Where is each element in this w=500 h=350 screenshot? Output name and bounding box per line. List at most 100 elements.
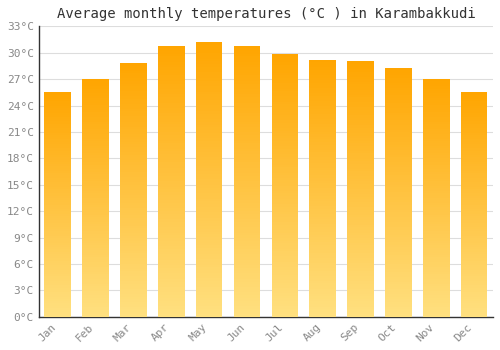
Bar xyxy=(348,204,374,207)
Bar xyxy=(196,89,222,92)
Bar xyxy=(196,245,222,248)
Bar xyxy=(461,153,487,155)
Bar xyxy=(158,59,184,62)
Bar xyxy=(423,96,450,98)
Bar xyxy=(310,98,336,101)
Bar xyxy=(120,190,146,192)
Bar xyxy=(385,92,411,95)
Bar xyxy=(272,246,298,248)
Bar xyxy=(272,257,298,259)
Bar xyxy=(196,78,222,80)
Bar xyxy=(234,65,260,67)
Bar xyxy=(461,220,487,223)
Bar xyxy=(158,262,184,265)
Bar xyxy=(82,274,109,276)
Bar xyxy=(196,72,222,75)
Bar xyxy=(234,217,260,219)
Bar xyxy=(423,295,450,298)
Bar xyxy=(385,145,411,147)
Bar xyxy=(234,103,260,105)
Bar xyxy=(423,224,450,226)
Bar xyxy=(272,167,298,170)
Bar xyxy=(234,287,260,290)
Bar xyxy=(158,146,184,149)
Bar xyxy=(272,296,298,299)
Bar xyxy=(82,122,109,124)
Bar xyxy=(82,129,109,131)
Bar xyxy=(423,158,450,160)
Bar xyxy=(196,97,222,100)
Bar xyxy=(196,138,222,141)
Bar xyxy=(310,124,336,127)
Bar xyxy=(348,240,374,243)
Bar xyxy=(44,162,71,164)
Bar xyxy=(196,281,222,284)
Bar xyxy=(120,180,146,182)
Bar xyxy=(461,211,487,214)
Bar xyxy=(44,223,71,225)
Bar xyxy=(234,89,260,92)
Bar xyxy=(423,205,450,208)
Bar xyxy=(423,272,450,274)
Bar xyxy=(461,202,487,204)
Bar xyxy=(348,135,374,138)
Bar xyxy=(196,163,222,166)
Bar xyxy=(120,312,146,314)
Bar xyxy=(44,177,71,180)
Bar xyxy=(158,178,184,181)
Bar xyxy=(423,231,450,233)
Bar xyxy=(120,246,146,248)
Bar xyxy=(423,219,450,222)
Bar xyxy=(44,312,71,315)
Bar xyxy=(348,202,374,204)
Bar xyxy=(461,175,487,177)
Bar xyxy=(44,97,71,99)
Bar xyxy=(44,256,71,258)
Bar xyxy=(461,94,487,97)
Bar xyxy=(158,271,184,273)
Bar xyxy=(272,162,298,164)
Bar xyxy=(82,302,109,305)
Bar xyxy=(234,127,260,130)
Bar xyxy=(423,193,450,196)
Bar xyxy=(158,111,184,113)
Bar xyxy=(82,298,109,300)
Bar xyxy=(234,219,260,222)
Bar xyxy=(196,70,222,72)
Bar xyxy=(158,141,184,143)
Bar xyxy=(196,111,222,113)
Bar xyxy=(44,158,71,160)
Bar xyxy=(158,222,184,225)
Bar xyxy=(158,154,184,157)
Bar xyxy=(385,130,411,132)
Bar xyxy=(44,238,71,240)
Bar xyxy=(234,154,260,157)
Bar xyxy=(310,106,336,108)
Bar xyxy=(196,135,222,138)
Bar xyxy=(310,314,336,317)
Bar xyxy=(310,258,336,260)
Bar xyxy=(348,291,374,294)
Bar xyxy=(120,177,146,180)
Bar xyxy=(120,266,146,269)
Bar xyxy=(196,177,222,180)
Bar xyxy=(272,259,298,262)
Bar xyxy=(385,85,411,88)
Bar xyxy=(120,149,146,152)
Bar xyxy=(196,188,222,190)
Bar xyxy=(82,203,109,205)
Bar xyxy=(348,301,374,304)
Bar xyxy=(385,147,411,150)
Bar xyxy=(348,212,374,215)
Bar xyxy=(120,281,146,284)
Bar xyxy=(348,153,374,156)
Bar xyxy=(461,171,487,173)
Bar xyxy=(120,236,146,238)
Bar xyxy=(234,152,260,154)
Bar xyxy=(310,245,336,247)
Bar xyxy=(385,285,411,287)
Bar xyxy=(82,238,109,241)
Bar xyxy=(310,116,336,119)
Bar xyxy=(385,90,411,92)
Bar xyxy=(158,268,184,271)
